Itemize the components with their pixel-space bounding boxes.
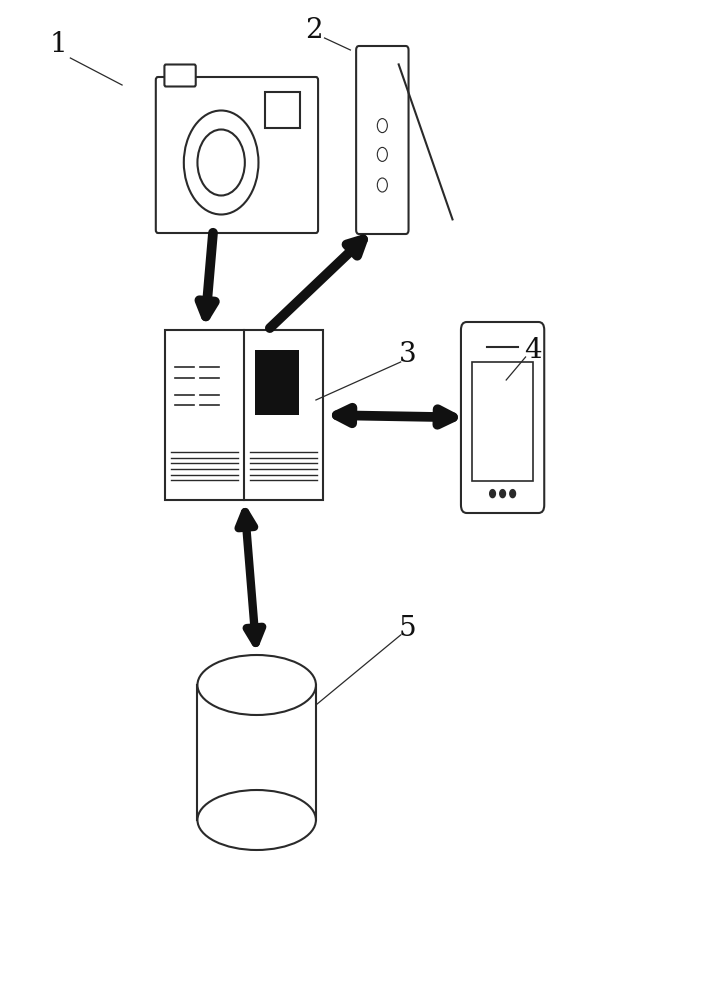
Circle shape — [510, 490, 516, 498]
Bar — [472, 361, 533, 481]
FancyBboxPatch shape — [461, 322, 544, 513]
Ellipse shape — [197, 655, 316, 715]
Circle shape — [378, 178, 388, 192]
Text: 4: 4 — [524, 336, 541, 363]
Text: 3: 3 — [399, 342, 416, 368]
Circle shape — [378, 147, 388, 161]
Bar — [255, 350, 299, 415]
FancyBboxPatch shape — [356, 46, 409, 234]
Bar — [197, 685, 316, 820]
Bar — [266, 92, 300, 128]
FancyBboxPatch shape — [156, 77, 318, 233]
Circle shape — [197, 129, 245, 196]
Text: 2: 2 — [305, 16, 322, 43]
Circle shape — [490, 490, 495, 498]
Text: 1: 1 — [50, 31, 67, 58]
Circle shape — [500, 490, 505, 498]
Bar — [165, 330, 323, 500]
FancyBboxPatch shape — [164, 64, 196, 87]
Ellipse shape — [197, 790, 316, 850]
Circle shape — [184, 110, 258, 215]
Circle shape — [378, 119, 388, 133]
Text: 5: 5 — [399, 614, 416, 642]
